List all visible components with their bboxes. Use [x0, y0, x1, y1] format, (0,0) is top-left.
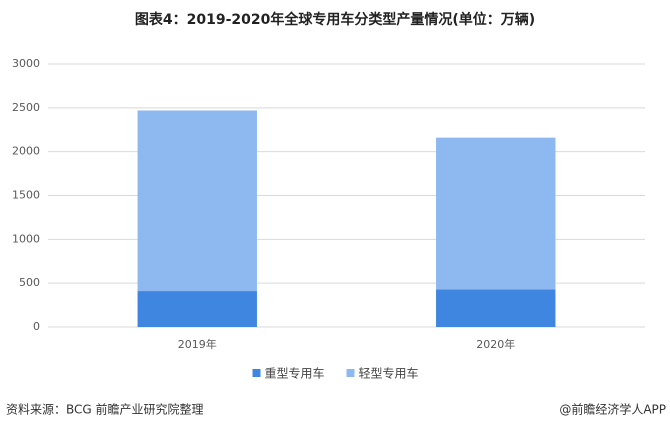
- legend-label: 轻型专用车: [359, 366, 419, 381]
- y-tick-label: 1000: [12, 232, 40, 245]
- chart-title: 图表4：2019-2020年全球专用车分类型产量情况(单位：万辆): [135, 11, 535, 28]
- credit: @前瞻经济学人APP: [559, 402, 666, 417]
- y-tick-label: 3000: [12, 57, 40, 70]
- y-tick-label: 1500: [12, 189, 40, 202]
- x-tick-label: 2019年: [178, 337, 217, 351]
- legend-swatch: [252, 369, 261, 377]
- y-tick-label: 2500: [12, 101, 40, 114]
- x-tick-label: 2020年: [476, 337, 515, 351]
- bar-segment: [436, 289, 556, 327]
- bar-segment: [137, 291, 257, 327]
- y-tick-label: 0: [33, 320, 40, 333]
- y-tick-label: 500: [19, 276, 40, 289]
- bar-segment: [436, 137, 556, 290]
- legend-label: 重型专用车: [265, 366, 325, 381]
- source: 资料来源：BCG 前瞻产业研究院整理: [6, 402, 204, 417]
- bar-segment: [137, 110, 257, 292]
- legend-swatch: [346, 369, 355, 377]
- y-tick-label: 2000: [12, 145, 40, 158]
